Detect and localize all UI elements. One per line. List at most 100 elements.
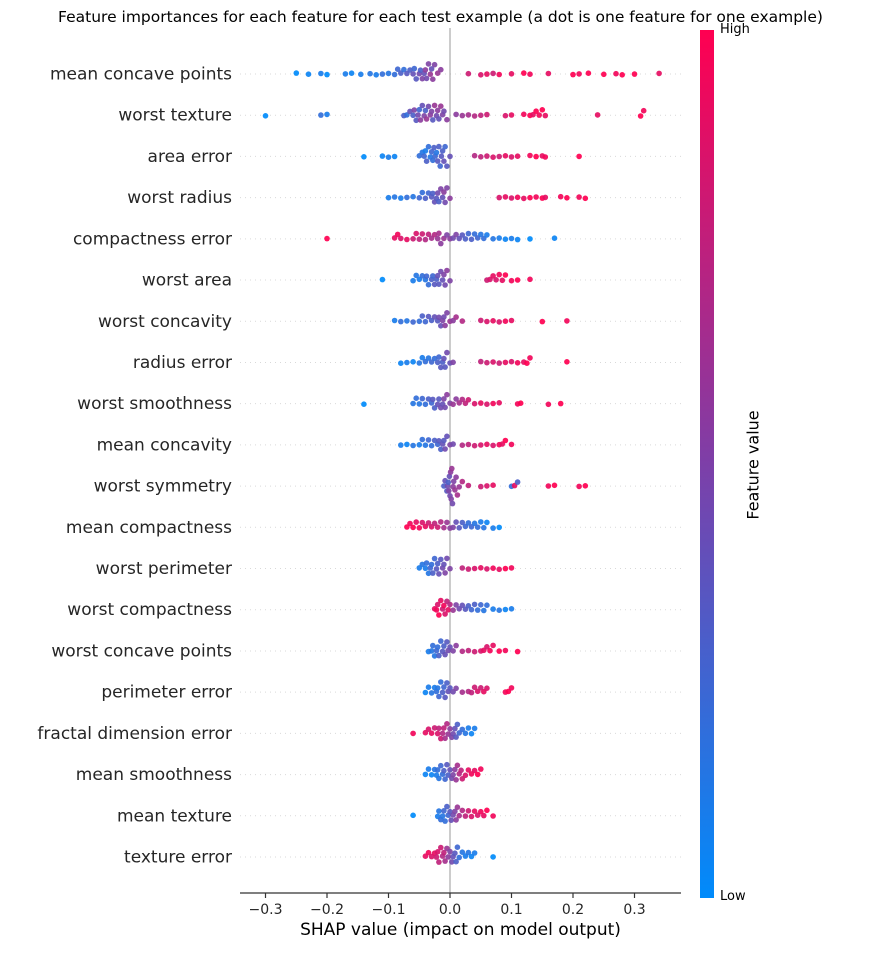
shap-dot (442, 322, 448, 329)
x-tick-label: −0.2 (310, 902, 344, 918)
shap-dot (471, 152, 478, 159)
feature-label: worst radius (127, 188, 232, 208)
feature-label: worst symmetry (94, 477, 232, 497)
shap-dot (410, 236, 416, 242)
shap-dot (459, 112, 466, 119)
shap-dot (438, 153, 445, 159)
shap-dot (434, 601, 441, 608)
shap-dot (367, 70, 373, 77)
shap-dot (439, 277, 446, 283)
shap-dot (478, 519, 484, 525)
shap-dot (407, 520, 413, 527)
shap-dot (465, 230, 472, 237)
feature-label: area error (148, 147, 232, 167)
feature-label: worst perimeter (96, 559, 232, 579)
feature-label: worst area (142, 271, 232, 291)
shap-dot (436, 116, 442, 122)
shap-dot (527, 194, 533, 201)
shap-dot (441, 561, 447, 568)
shap-dot (542, 194, 549, 201)
shap-dot (431, 437, 438, 444)
shap-dot (416, 318, 423, 325)
shap-dot (385, 154, 392, 160)
shap-dot (508, 317, 515, 324)
shap-dot (514, 153, 521, 159)
shap-dot (431, 725, 438, 731)
shap-dot (422, 565, 429, 572)
shap-dot (490, 606, 496, 612)
shap-dot (471, 442, 478, 449)
shap-dot (444, 721, 450, 727)
shap-dot (404, 318, 410, 324)
shap-dot (411, 107, 418, 113)
shap-dot (425, 520, 432, 526)
shap-dot (490, 70, 496, 77)
shap-dot (442, 282, 448, 288)
shap-dot (444, 349, 450, 356)
shap-dot (514, 277, 521, 283)
shap-dot (468, 689, 475, 696)
shap-dot (484, 602, 490, 608)
shap-dot (438, 597, 444, 604)
shap-dot (441, 849, 447, 856)
shap-dot (459, 519, 466, 526)
shap-dot (411, 65, 418, 72)
shap-dot (404, 441, 410, 448)
shap-dot (508, 685, 515, 691)
shap-dot (471, 231, 478, 237)
shap-dot (456, 484, 463, 490)
shap-dot (490, 854, 496, 860)
shap-dot (447, 565, 453, 572)
shap-dot (434, 685, 441, 691)
shap-dot (444, 680, 450, 686)
shap-dot (434, 524, 441, 530)
shap-dot (545, 70, 552, 77)
shap-dot (490, 482, 496, 489)
shap-dot (431, 144, 437, 151)
shap-dot (419, 561, 426, 568)
shap-dot (508, 606, 515, 612)
shap-dot (490, 318, 496, 324)
shap-dot (490, 525, 496, 531)
shap-dot (496, 319, 503, 325)
shap-dot (459, 318, 466, 324)
shap-dot (434, 730, 441, 737)
shap-dot (465, 767, 472, 773)
shap-dot (423, 75, 430, 82)
shap-dot (484, 441, 490, 448)
shap-dot (430, 396, 436, 403)
shap-dot (502, 359, 509, 366)
shap-dot (442, 570, 448, 576)
shap-dot (508, 565, 515, 571)
shap-dot (442, 735, 448, 742)
shap-dot (433, 607, 440, 613)
shap-dot (576, 71, 582, 77)
shap-dot (444, 185, 450, 191)
shap-dot (447, 195, 453, 202)
shap-dot (484, 483, 490, 489)
shap-dot (484, 71, 490, 77)
shap-dot (425, 313, 432, 320)
shap-dot (444, 803, 450, 810)
shap-dot (431, 281, 438, 288)
shap-dot (419, 436, 426, 443)
shap-dot (438, 103, 444, 109)
shap-dot (445, 854, 452, 860)
shap-dot (425, 437, 432, 443)
shap-dot (484, 232, 490, 238)
shap-dot (318, 70, 324, 77)
shap-dot (447, 278, 453, 284)
shap-dot (533, 108, 539, 114)
shap-dot (394, 66, 401, 72)
shap-dot (478, 685, 484, 691)
shap-dot (490, 400, 496, 407)
shap-dot (478, 442, 484, 448)
shap-dot (431, 520, 438, 527)
shap-dot (458, 767, 464, 774)
shap-dot (422, 318, 429, 325)
shap-dot (459, 232, 466, 238)
shap-dot (446, 488, 452, 494)
shap-dot (453, 396, 459, 402)
shap-dot (453, 314, 459, 320)
